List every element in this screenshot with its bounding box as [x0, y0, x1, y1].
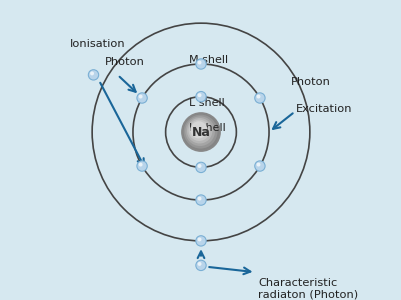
Circle shape	[186, 118, 212, 143]
Circle shape	[197, 238, 201, 242]
Circle shape	[138, 94, 142, 98]
Text: M shell: M shell	[188, 55, 227, 65]
Text: Characteristic
radiaton (Photon): Characteristic radiaton (Photon)	[257, 278, 357, 299]
Circle shape	[182, 113, 219, 151]
Circle shape	[256, 94, 260, 98]
Text: Excitation: Excitation	[296, 104, 352, 114]
Circle shape	[90, 71, 94, 75]
Circle shape	[185, 116, 215, 146]
Circle shape	[137, 93, 147, 103]
Circle shape	[197, 93, 201, 97]
Circle shape	[137, 161, 147, 171]
Text: K shell: K shell	[188, 123, 225, 133]
Circle shape	[190, 121, 207, 138]
Circle shape	[195, 59, 206, 69]
Text: Ionisation: Ionisation	[70, 39, 126, 49]
Circle shape	[254, 161, 264, 171]
Circle shape	[197, 262, 201, 266]
Circle shape	[88, 70, 98, 80]
Circle shape	[256, 163, 260, 167]
Circle shape	[197, 197, 201, 201]
Text: Photon: Photon	[104, 57, 144, 67]
Text: Photon: Photon	[290, 77, 330, 87]
Circle shape	[138, 163, 142, 167]
Circle shape	[195, 195, 206, 205]
Circle shape	[188, 120, 209, 141]
Circle shape	[254, 93, 264, 103]
Circle shape	[195, 162, 206, 172]
Circle shape	[197, 61, 201, 64]
Text: L shell: L shell	[188, 98, 224, 108]
Circle shape	[197, 164, 201, 168]
Circle shape	[195, 236, 206, 246]
Circle shape	[183, 115, 217, 148]
Circle shape	[195, 260, 206, 271]
Text: Na: Na	[191, 125, 210, 139]
Circle shape	[195, 92, 206, 102]
